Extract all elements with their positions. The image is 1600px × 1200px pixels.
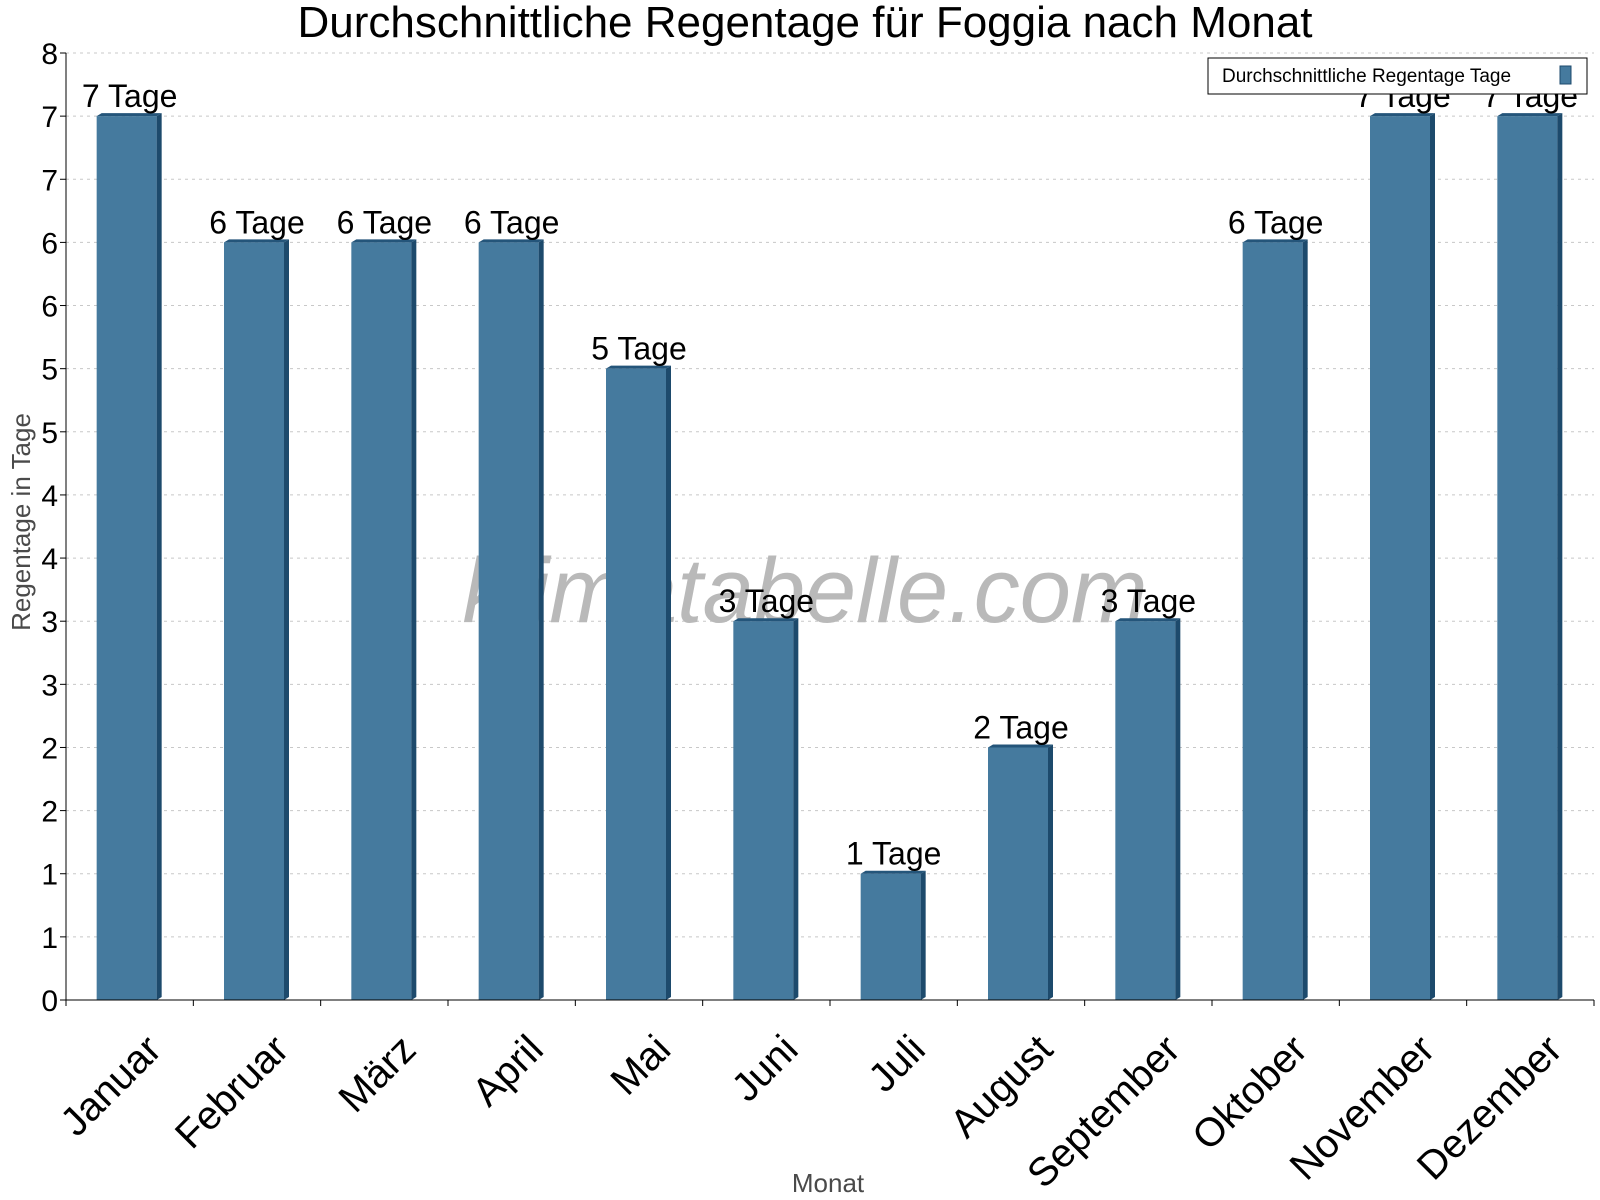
bar-face (478, 242, 539, 1000)
y-tick-label: 8 (41, 38, 58, 71)
bar (1370, 113, 1435, 1001)
bar-side (1302, 239, 1308, 1000)
bar (96, 113, 162, 1001)
bars (96, 113, 1563, 1001)
watermark: klimatabelle.com (462, 540, 1147, 642)
y-tick-label: 6 (41, 291, 58, 324)
y-tick-label: 0 (41, 985, 58, 1018)
data-label: 6 Tage (464, 204, 560, 240)
y-tick-label: 1 (41, 859, 58, 892)
bar (351, 239, 417, 1000)
y-tick-label: 4 (41, 480, 58, 513)
legend: Durchschnittliche Regentage Tage (1207, 57, 1588, 95)
y-tick-label: 1 (41, 922, 58, 955)
x-tick-label: Februar (167, 1027, 297, 1157)
y-tick-label: 2 (41, 732, 58, 765)
data-label: 5 Tage (591, 331, 687, 367)
gridlines (66, 52, 1594, 938)
bar-top (478, 239, 544, 243)
bar-face (224, 242, 284, 1000)
bar-side (1175, 618, 1181, 1000)
bar-side (538, 239, 544, 1000)
bar-side (156, 113, 162, 1001)
x-tick-label: Mai (602, 1027, 679, 1104)
bar-top (1370, 113, 1435, 117)
x-tick-label: Juli (860, 1027, 934, 1101)
bar (1115, 618, 1181, 1000)
bar (1497, 113, 1563, 1001)
y-tick-label: 2 (41, 796, 58, 829)
bar-side (920, 870, 926, 1000)
bar-top (224, 239, 289, 243)
bar-side (1048, 744, 1053, 1000)
bar-face (96, 116, 157, 1001)
data-label: 6 Tage (337, 204, 433, 240)
bar-side (666, 365, 671, 1001)
bar-face (351, 242, 412, 1000)
y-tick-label: 7 (41, 164, 58, 197)
bar-side (1430, 113, 1435, 1001)
bar-top (1242, 239, 1308, 243)
x-tick-label: August (942, 1027, 1061, 1146)
y-tick-label: 5 (41, 417, 58, 450)
bar-face (1497, 116, 1558, 1001)
bar-side (793, 618, 799, 1000)
x-tick-label: April (464, 1027, 552, 1115)
data-label: 7 Tage (82, 78, 178, 114)
bar-top (1115, 618, 1181, 622)
data-label: 1 Tage (846, 836, 942, 872)
bar-top (733, 618, 799, 622)
y-tick-label: 3 (41, 669, 58, 702)
data-label: 2 Tage (973, 709, 1069, 745)
bar-top (1497, 113, 1563, 117)
bar (988, 744, 1053, 1000)
bar-side (284, 239, 289, 1000)
bar-face (1370, 116, 1430, 1001)
x-tick-label: März (331, 1027, 425, 1121)
bar (224, 239, 289, 1000)
bar-face (606, 368, 666, 1001)
bar-face (860, 873, 921, 1000)
data-label: 6 Tage (1228, 204, 1324, 240)
bar (1242, 239, 1308, 1000)
bar (733, 618, 799, 1000)
bar-top (988, 744, 1053, 748)
legend-swatch (1559, 65, 1572, 85)
bar (606, 365, 671, 1001)
y-tick-label: 6 (41, 227, 58, 260)
x-tick-label: Oktober (1184, 1027, 1316, 1159)
bar-face (733, 621, 794, 1000)
x-axis-title: Monat (792, 1168, 865, 1198)
x-tick-label: Juni (723, 1027, 806, 1110)
bar-top (96, 113, 162, 117)
y-tick-label: 5 (41, 354, 58, 387)
y-tick-label: 7 (41, 101, 58, 134)
bar (478, 239, 544, 1000)
y-tick-label: 3 (41, 606, 58, 639)
bar-top (606, 365, 671, 369)
bar-face (988, 747, 1048, 1000)
bar-face (1242, 242, 1303, 1000)
bar-top (860, 870, 926, 874)
legend-box (1207, 57, 1588, 95)
bar-side (1557, 113, 1563, 1001)
data-label: 6 Tage (209, 204, 305, 240)
x-tick-label: Januar (52, 1027, 170, 1145)
data-labels: 7 Tage 6 Tage 6 Tage 6 Tage 5 Tage 3 Tage 1 Ta… (82, 78, 1578, 872)
bar (860, 870, 926, 1000)
bar-face (1115, 621, 1176, 1000)
y-tick-label: 4 (41, 543, 58, 576)
bar-top (351, 239, 417, 243)
legend-label: Durchschnittliche Regentage Tage (1222, 66, 1511, 87)
chart-title: Durchschnittliche Regentage für Foggia n… (297, 0, 1312, 47)
y-axis-title: Regentage in Tage (6, 413, 36, 631)
bar-side (411, 239, 417, 1000)
data-label: 3 Tage (719, 583, 815, 619)
data-label: 3 Tage (1101, 583, 1197, 619)
